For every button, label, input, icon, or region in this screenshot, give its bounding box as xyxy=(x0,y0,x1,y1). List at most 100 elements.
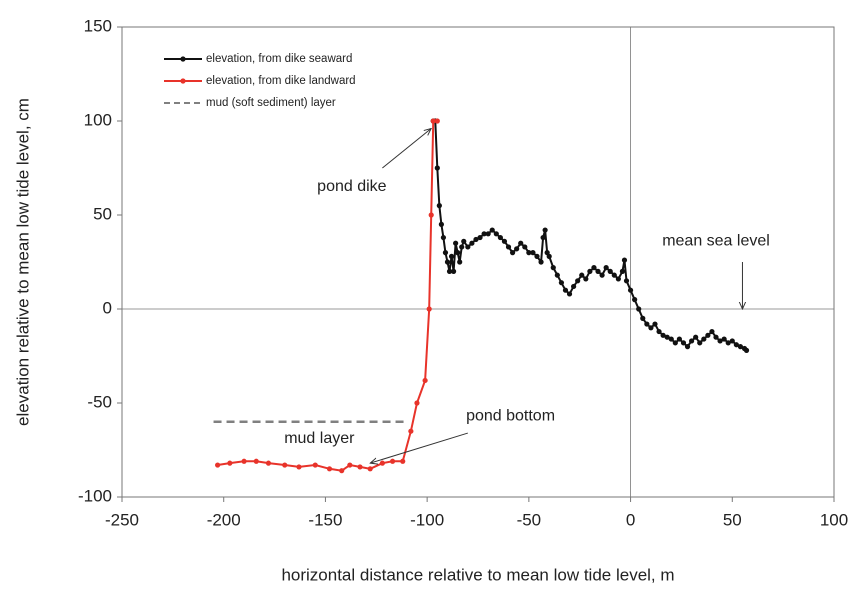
data-point xyxy=(599,272,605,278)
data-point xyxy=(636,306,642,312)
data-point xyxy=(530,250,536,256)
annotation: pond dike xyxy=(317,178,386,195)
data-point xyxy=(501,238,508,244)
data-point xyxy=(400,458,406,464)
data-point xyxy=(326,466,333,472)
data-point xyxy=(473,236,479,243)
data-point xyxy=(457,259,463,265)
data-point xyxy=(428,212,434,218)
x-axis-label: horizontal distance relative to mean low… xyxy=(281,565,674,584)
data-point xyxy=(450,268,457,274)
data-point xyxy=(469,240,475,246)
annotation: mean sea level xyxy=(662,233,770,250)
data-point xyxy=(566,291,573,297)
annotation-arrow xyxy=(370,432,468,463)
data-point xyxy=(693,334,699,340)
data-point xyxy=(434,118,440,124)
data-point xyxy=(603,265,609,271)
data-point xyxy=(389,458,396,464)
y-tick-label: -100 xyxy=(78,486,112,505)
data-point xyxy=(408,428,414,434)
annotation-arrow xyxy=(382,129,431,169)
data-point xyxy=(442,250,449,256)
data-point xyxy=(509,250,516,256)
data-point xyxy=(595,268,601,274)
data-point xyxy=(296,464,302,470)
y-tick-label: 0 xyxy=(103,298,112,317)
data-point xyxy=(717,338,723,344)
legend-label: mud (soft sediment) layer xyxy=(206,97,336,109)
data-point xyxy=(522,244,528,250)
data-point xyxy=(241,458,247,464)
data-point xyxy=(571,283,577,290)
y-tick-label: -50 xyxy=(87,392,112,411)
data-point xyxy=(546,253,552,259)
data-point xyxy=(438,221,444,227)
x-tick-label: -200 xyxy=(207,510,241,529)
data-point xyxy=(550,265,556,271)
data-point xyxy=(434,165,440,171)
data-point xyxy=(676,336,682,342)
data-point xyxy=(282,462,288,468)
data-point xyxy=(485,231,491,237)
x-tick-label: 100 xyxy=(820,510,848,529)
data-point xyxy=(737,344,744,350)
data-point xyxy=(743,347,750,353)
data-point xyxy=(640,315,646,321)
data-point xyxy=(514,246,520,252)
legend-label: elevation, from dike landward xyxy=(206,75,356,87)
data-point xyxy=(526,250,532,256)
data-point xyxy=(436,203,442,209)
data-point xyxy=(689,338,695,344)
data-point xyxy=(367,466,373,472)
data-point xyxy=(621,257,628,263)
data-point xyxy=(652,321,658,327)
annotation: mud layer xyxy=(284,430,355,447)
legend-label: elevation, from dike seaward xyxy=(206,53,352,65)
y-tick-label: 50 xyxy=(93,204,112,223)
data-point xyxy=(497,234,503,241)
y-tick-label: 100 xyxy=(84,110,112,129)
y-tick-label: 150 xyxy=(84,16,112,35)
data-point xyxy=(505,244,512,250)
x-tick-label: -150 xyxy=(308,510,342,529)
data-point xyxy=(672,340,678,346)
data-point xyxy=(611,272,617,278)
data-point xyxy=(453,240,459,246)
data-point xyxy=(426,306,432,312)
data-point xyxy=(721,336,727,342)
data-point xyxy=(339,468,345,474)
legend-marker xyxy=(180,78,186,84)
data-point xyxy=(607,268,613,274)
data-point xyxy=(619,268,626,274)
data-point xyxy=(422,377,428,384)
data-point xyxy=(733,342,739,348)
data-point xyxy=(465,244,471,250)
data-point xyxy=(709,328,715,335)
data-point xyxy=(448,253,455,259)
data-point xyxy=(459,244,465,250)
data-point xyxy=(538,259,544,265)
data-point xyxy=(481,231,487,237)
data-point xyxy=(312,462,318,468)
data-point xyxy=(648,325,654,331)
data-point xyxy=(347,462,353,468)
data-point xyxy=(430,118,436,124)
data-point xyxy=(705,332,711,338)
annotation: pond bottom xyxy=(466,407,555,424)
data-point xyxy=(579,272,585,278)
data-point xyxy=(713,334,719,340)
data-point xyxy=(461,238,467,244)
series-line xyxy=(217,120,438,472)
data-point xyxy=(725,340,731,346)
data-point xyxy=(379,460,385,466)
x-tick-label: -50 xyxy=(517,510,542,529)
data-point xyxy=(414,400,420,406)
data-point xyxy=(701,336,707,342)
data-point xyxy=(540,234,546,241)
data-point xyxy=(357,464,363,470)
data-point xyxy=(253,458,259,464)
data-point xyxy=(575,278,581,284)
data-point xyxy=(562,287,569,293)
